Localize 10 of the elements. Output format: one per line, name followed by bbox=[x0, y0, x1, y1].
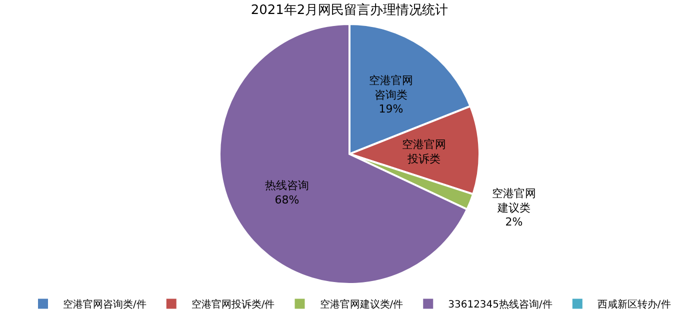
data-label: 空港官网投诉类 bbox=[402, 138, 446, 166]
legend-label: 33612345热线咨询/件 bbox=[448, 298, 552, 311]
legend-label: 空港官网建议类/件 bbox=[320, 298, 404, 311]
data-label: 热线咨询 68% bbox=[265, 179, 309, 206]
legend-label: 空港官网投诉类/件 bbox=[191, 298, 275, 311]
chart-title: 2021年2月网民留言办理情况统计 bbox=[250, 2, 448, 18]
data-label: 空港官网建议类 2% bbox=[492, 187, 536, 229]
data-label: 空港官网咨询类 19% bbox=[369, 74, 413, 116]
legend-label: 西咸新区转办/件 bbox=[597, 298, 671, 311]
legend-label: 空港官网咨询类/件 bbox=[63, 298, 146, 311]
